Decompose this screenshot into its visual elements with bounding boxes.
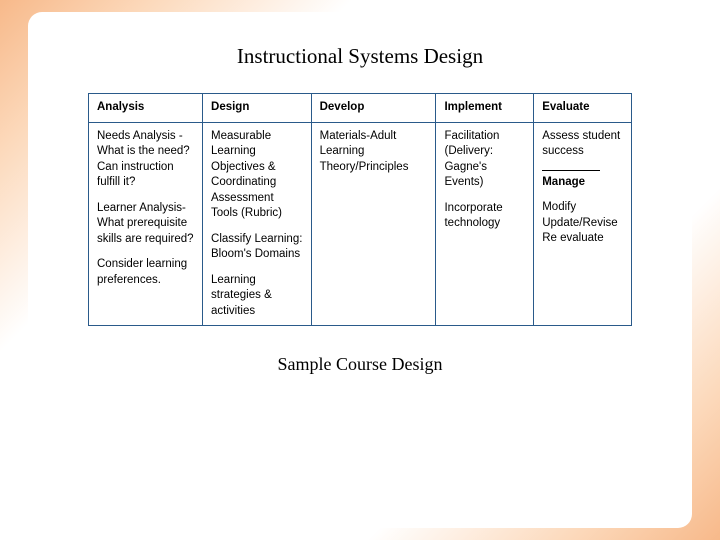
cell-design: Measurable Learning Objectives & Coordin… [203, 122, 312, 326]
slide-inner-panel: Instructional Systems Design Analysis De… [28, 12, 692, 528]
evaluate-p2: ModifyUpdate/ReviseRe evaluate [542, 200, 623, 247]
col-header-implement: Implement [436, 94, 534, 123]
col-header-develop: Develop [311, 94, 436, 123]
table-body-row: Needs Analysis -What is the need? Can in… [89, 122, 632, 326]
evaluate-manage-label: Manage [542, 175, 623, 191]
slide-title: Instructional Systems Design [88, 44, 632, 69]
implement-p1: Facilitation (Delivery: Gagne's Events) [444, 129, 525, 191]
evaluate-p1: Assess student success [542, 129, 623, 160]
col-header-design: Design [203, 94, 312, 123]
isd-table: Analysis Design Develop Implement Evalua… [88, 93, 632, 326]
slide-subtitle: Sample Course Design [88, 354, 632, 375]
table-header-row: Analysis Design Develop Implement Evalua… [89, 94, 632, 123]
col-header-analysis: Analysis [89, 94, 203, 123]
evaluate-separator [542, 170, 600, 171]
cell-analysis: Needs Analysis -What is the need? Can in… [89, 122, 203, 326]
design-p2: Classify Learning: Bloom's Domains [211, 232, 303, 263]
slide-background: Instructional Systems Design Analysis De… [0, 0, 720, 540]
develop-p1: Materials-Adult Learning Theory/Principl… [320, 129, 428, 176]
design-p1: Measurable Learning Objectives & Coordin… [211, 129, 303, 222]
analysis-p3: Consider learning preferences. [97, 257, 194, 288]
cell-implement: Facilitation (Delivery: Gagne's Events) … [436, 122, 534, 326]
analysis-p1: Needs Analysis -What is the need? Can in… [97, 129, 194, 191]
design-p3: Learning strategies & activities [211, 273, 303, 320]
cell-develop: Materials-Adult Learning Theory/Principl… [311, 122, 436, 326]
analysis-p2: Learner Analysis-What prerequisite skill… [97, 201, 194, 248]
implement-p2: Incorporate technology [444, 201, 525, 232]
cell-evaluate: Assess student success Manage ModifyUpda… [534, 122, 632, 326]
col-header-evaluate: Evaluate [534, 94, 632, 123]
